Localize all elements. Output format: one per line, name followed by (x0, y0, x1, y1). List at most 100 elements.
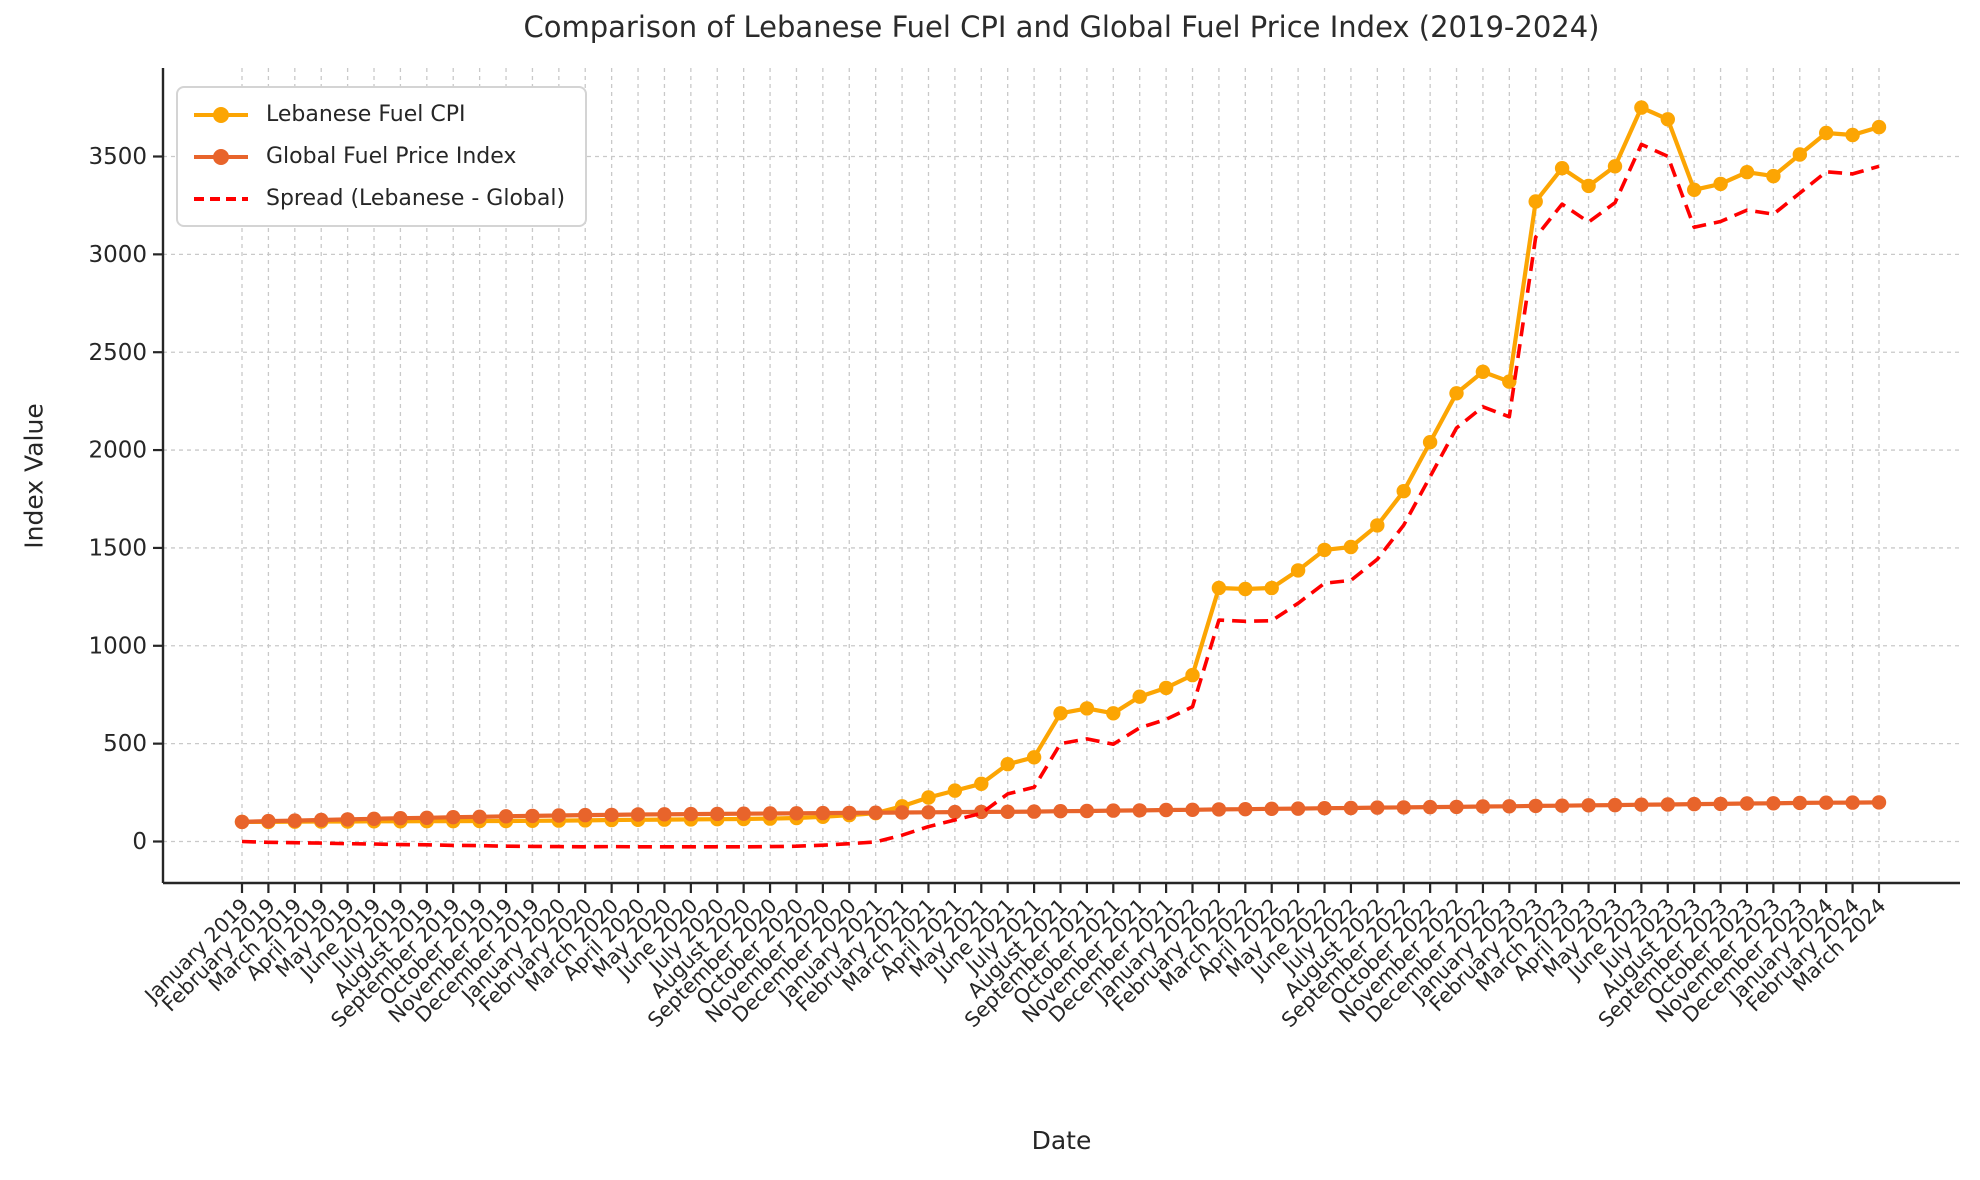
y-tick-labels: 0 500 1000 1500 2000 2500 3000 3500 (88, 144, 147, 855)
data-point (1158, 680, 1174, 696)
data-point (446, 810, 461, 825)
data-point (1132, 803, 1147, 818)
data-point (815, 805, 831, 821)
legend-marker-circle (213, 148, 229, 165)
data-point (551, 808, 566, 823)
data-point (1871, 795, 1887, 810)
data-point (287, 813, 302, 828)
data-point (868, 805, 883, 820)
data-point (1475, 799, 1491, 814)
legend-swatch-dashed-line (194, 196, 248, 201)
data-point (1739, 796, 1755, 811)
data-point (1845, 127, 1860, 143)
y-tick-label: 3500 (88, 144, 147, 170)
data-point (1528, 798, 1543, 814)
data-point (683, 806, 699, 822)
data-point (1370, 518, 1385, 533)
legend-label: Spread (Lebanese - Global) (266, 186, 566, 211)
data-point (472, 809, 487, 824)
data-point (1290, 801, 1306, 816)
data-point (630, 807, 646, 822)
data-point (1739, 165, 1755, 180)
data-point (1185, 802, 1200, 817)
y-tick-label: 0 (132, 829, 147, 855)
data-point (525, 808, 540, 824)
data-point (1819, 125, 1834, 141)
data-point (947, 804, 963, 820)
data-point (1792, 147, 1808, 162)
data-point (578, 807, 593, 823)
data-point (498, 809, 514, 824)
legend-label: Global Fuel Price Index (266, 144, 517, 169)
data-point (1634, 100, 1649, 115)
y-tick-label: 1000 (88, 633, 147, 659)
data-point (1053, 804, 1068, 819)
data-point (1634, 797, 1649, 812)
data-point (366, 811, 382, 826)
data-point (1528, 194, 1543, 209)
data-point (1554, 161, 1570, 176)
data-point (234, 814, 250, 830)
data-point (1607, 797, 1623, 813)
data-point (657, 807, 672, 822)
data-point (894, 805, 910, 820)
data-point (1238, 802, 1253, 817)
y-tick-label: 2000 (88, 438, 147, 464)
data-point (340, 812, 355, 827)
data-point (1343, 800, 1359, 816)
data-point (1000, 757, 1015, 772)
data-point (1792, 795, 1808, 811)
data-point (1819, 795, 1834, 810)
data-point (1422, 799, 1438, 815)
data-point (1106, 803, 1121, 818)
legend: Lebanese Fuel CPI Global Fuel Price Index… (176, 86, 588, 227)
legend-label: Lebanese Fuel CPI (266, 102, 466, 127)
data-point (1026, 750, 1042, 765)
data-point (1317, 542, 1332, 558)
data-point (1238, 581, 1253, 597)
data-point (1607, 159, 1623, 174)
data-point (1475, 364, 1491, 379)
data-point (1396, 484, 1411, 499)
data-point (314, 812, 329, 828)
data-point (1766, 168, 1781, 184)
series-markers-global-fuel-price-index (234, 795, 1887, 830)
data-point (1079, 701, 1095, 716)
data-point (1660, 797, 1676, 812)
data-point (1000, 804, 1015, 819)
data-point (419, 810, 434, 825)
data-point (736, 806, 751, 821)
data-point (1449, 799, 1464, 815)
data-point (1554, 798, 1570, 813)
data-point (1581, 798, 1596, 813)
legend-swatch-line-marker (194, 106, 248, 123)
chart-title: Comparison of Lebanese Fuel CPI and Glob… (523, 10, 1600, 44)
data-point (1211, 802, 1227, 817)
data-point (1845, 795, 1860, 810)
data-point (1713, 796, 1728, 812)
data-point (947, 783, 963, 798)
y-tick-label: 1500 (88, 536, 147, 562)
y-axis-label: Index Value (19, 403, 49, 549)
data-point (261, 813, 276, 829)
data-point (1687, 796, 1702, 812)
data-point (604, 807, 619, 823)
data-point (1871, 119, 1887, 135)
data-point (789, 806, 804, 821)
data-point (1660, 112, 1676, 127)
data-point (1449, 386, 1464, 401)
data-point (1766, 796, 1781, 811)
data-point (974, 776, 989, 791)
data-point (1396, 800, 1411, 815)
data-point (842, 805, 857, 821)
data-point (1264, 801, 1279, 816)
y-tick-label: 2500 (88, 340, 147, 366)
data-point (1502, 374, 1517, 389)
data-point (1211, 580, 1227, 596)
data-point (1370, 800, 1385, 815)
data-point (1713, 176, 1728, 192)
data-point (762, 806, 778, 821)
data-point (1185, 667, 1200, 683)
data-point (921, 790, 936, 805)
